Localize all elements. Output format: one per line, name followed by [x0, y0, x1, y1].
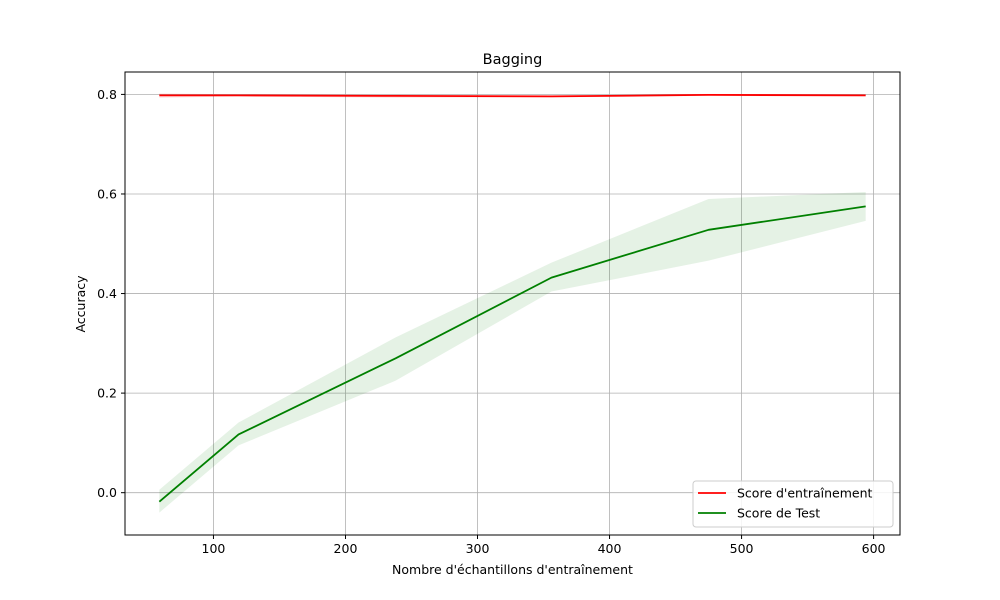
x-tick-label: 500: [730, 541, 754, 556]
y-tick-label: 0.2: [97, 386, 117, 401]
x-axis-label: Nombre d'échantillons d'entraînement: [392, 562, 633, 577]
chart-title: Bagging: [483, 52, 543, 68]
series-1-line: [158, 205, 866, 503]
legend-box: [692, 480, 894, 528]
y-tick-label: 0.4: [97, 286, 117, 301]
x-tick-label: 600: [862, 541, 886, 556]
plot-area-frame: [124, 71, 901, 536]
x-tick-label: 300: [466, 541, 490, 556]
y-tick-label: 0.8: [97, 87, 117, 102]
line-layer: [158, 94, 866, 503]
y-tick-label: 0.6: [97, 186, 117, 201]
legend-label-test: Score de Test: [737, 506, 820, 521]
series-1-std-band: [159, 191, 866, 513]
x-tick-label: 200: [334, 541, 358, 556]
tick-layer: 100 200 300 400 500 600 0.0 0.2 0.4 0.6 0.8: [97, 87, 885, 556]
y-tick-label: 0.0: [97, 485, 117, 500]
x-tick-label: 100: [202, 541, 226, 556]
legend-label-train: Score d'entraînement: [737, 486, 873, 501]
y-axis-label: Accuracy: [73, 275, 88, 333]
x-tick-label: 400: [598, 541, 622, 556]
series-0-line: [159, 94, 866, 98]
legend: Score d'entraînement Score de Test: [692, 480, 894, 528]
